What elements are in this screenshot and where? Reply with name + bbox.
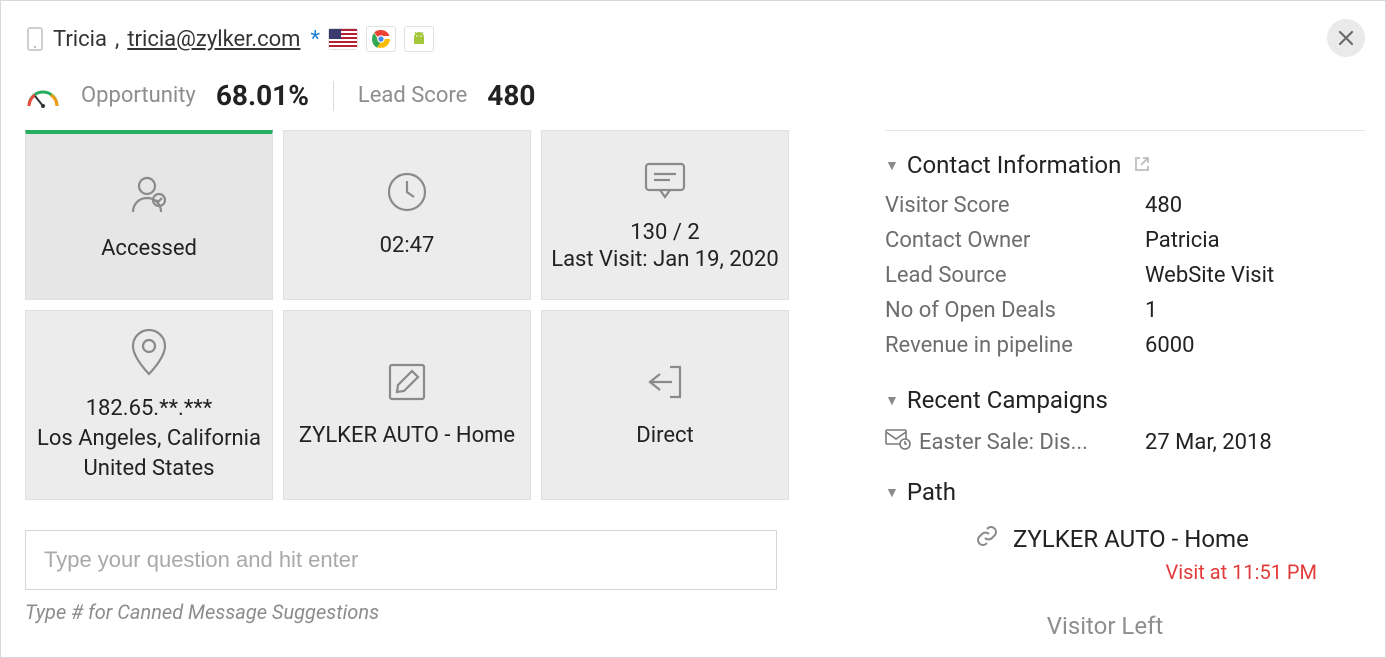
comma: , [115, 27, 119, 52]
visit-time: Visit at 11:51 PM [885, 560, 1325, 584]
message-input[interactable] [25, 530, 777, 590]
mail-clock-icon [885, 428, 911, 456]
asterisk: * [310, 27, 319, 52]
leadscore-label: Lead Score [358, 83, 467, 108]
tile-location-ip: 182.65.**.*** [86, 394, 213, 424]
tile-page-label: ZYLKER AUTO - Home [299, 421, 515, 451]
enter-icon [642, 359, 688, 409]
kv-key: Revenue in pipeline [885, 333, 1145, 358]
tile-accessed-label: Accessed [101, 234, 197, 264]
visitor-email[interactable]: tricia@zylker.com [127, 27, 300, 52]
tile-location-city: Los Angeles, California [37, 424, 261, 454]
section-title: Contact Information [907, 151, 1122, 179]
visitor-left: Visitor Left [885, 612, 1325, 640]
close-button[interactable] [1327, 19, 1365, 57]
section-title: Recent Campaigns [907, 386, 1108, 414]
kv-val: 6000 [1145, 333, 1194, 358]
user-check-icon [125, 170, 173, 222]
chrome-icon [366, 26, 396, 52]
campaign-date: 27 Mar, 2018 [1145, 430, 1272, 455]
leadscore-value: 480 [487, 79, 535, 112]
link-icon [975, 524, 999, 554]
section-title: Path [907, 478, 956, 506]
message-area: Type # for Canned Message Suggestions [25, 530, 825, 624]
caret-down-icon: ▼ [885, 392, 899, 409]
scores-row: Opportunity 68.01% Lead Score 480 [25, 79, 1365, 112]
campaign-name: Easter Sale: Dis... [919, 430, 1088, 455]
tile-visits-count: 130 / 2 [630, 218, 699, 248]
gauge-icon [25, 82, 61, 110]
section-recent-campaigns[interactable]: ▼ Recent Campaigns [885, 386, 1325, 414]
android-icon [404, 26, 434, 52]
canned-hint: Type # for Canned Message Suggestions [25, 600, 825, 624]
right-panel: ▼ Contact Information Visitor Score480 C… [825, 130, 1365, 657]
kv-key: Lead Source [885, 263, 1145, 288]
path-page: ZYLKER AUTO - Home [1013, 525, 1249, 553]
kv-val: WebSite Visit [1145, 263, 1274, 288]
campaign-row: Easter Sale: Dis... 27 Mar, 2018 [885, 428, 1325, 456]
kv-row: Revenue in pipeline6000 [885, 333, 1325, 358]
chat-icon [640, 158, 690, 206]
section-contact-info[interactable]: ▼ Contact Information [885, 151, 1325, 179]
tile-referrer-label: Direct [636, 421, 693, 451]
kv-row: No of Open Deals1 [885, 298, 1325, 323]
section-path[interactable]: ▼ Path [885, 478, 1325, 506]
tile-visits-last: Last Visit: Jan 19, 2020 [551, 247, 779, 272]
tile-location[interactable]: 182.65.**.*** Los Angeles, California Un… [25, 310, 273, 500]
opportunity-label: Opportunity [81, 83, 196, 108]
kv-key: Visitor Score [885, 193, 1145, 218]
header: Tricia, tricia@zylker.com * [25, 25, 1365, 53]
kv-val: Patricia [1145, 228, 1220, 253]
tile-time[interactable]: 02:47 [283, 130, 531, 300]
tile-visits[interactable]: 130 / 2 Last Visit: Jan 19, 2020 [541, 130, 789, 300]
tile-location-country: United States [84, 454, 215, 484]
tile-time-value: 02:47 [380, 231, 435, 261]
kv-val: 1 [1145, 298, 1157, 323]
opportunity-value: 68.01% [216, 79, 309, 112]
kv-row: Visitor Score480 [885, 193, 1325, 218]
tile-referrer[interactable]: Direct [541, 310, 789, 500]
kv-row: Contact OwnerPatricia [885, 228, 1325, 253]
flag-icon [328, 28, 358, 50]
divider [333, 81, 334, 111]
kv-key: Contact Owner [885, 228, 1145, 253]
tile-page[interactable]: ZYLKER AUTO - Home [283, 310, 531, 500]
caret-down-icon: ▼ [885, 484, 899, 501]
location-pin-icon [127, 326, 171, 382]
edit-icon [384, 359, 430, 409]
open-external-icon[interactable] [1133, 151, 1151, 179]
visitor-name: Tricia [53, 27, 107, 52]
kv-row: Lead SourceWebSite Visit [885, 263, 1325, 288]
device-icon [25, 25, 45, 53]
left-panel: Accessed 02:47 130 / 2 Last Visit: Jan 1… [25, 130, 825, 657]
tiles-grid: Accessed 02:47 130 / 2 Last Visit: Jan 1… [25, 130, 825, 500]
caret-down-icon: ▼ [885, 157, 899, 174]
tile-accessed[interactable]: Accessed [25, 130, 273, 300]
path-item: ZYLKER AUTO - Home [975, 524, 1325, 554]
kv-val: 480 [1145, 193, 1182, 218]
clock-icon [384, 169, 430, 219]
kv-key: No of Open Deals [885, 298, 1145, 323]
